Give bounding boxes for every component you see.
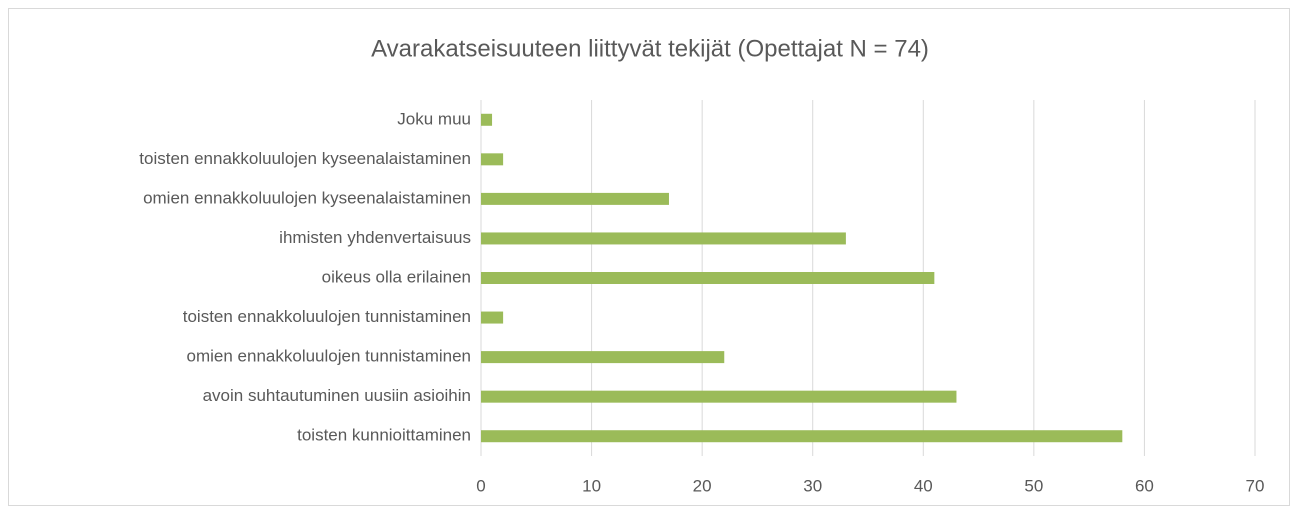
- y-tick-label: oikeus olla erilainen: [322, 267, 471, 286]
- bar: [481, 113, 493, 126]
- x-tick-label: 10: [582, 476, 601, 495]
- bar: [481, 351, 725, 364]
- bar: [481, 192, 669, 205]
- bar: [481, 311, 504, 324]
- chart-frame: [8, 8, 1290, 506]
- y-tick-label: omien ennakkoluulojen kyseenalaistaminen: [143, 188, 471, 207]
- x-tick-label: 30: [803, 476, 822, 495]
- bar: [481, 153, 504, 166]
- y-tick-label: Joku muu: [397, 109, 471, 128]
- x-tick-label: 60: [1135, 476, 1154, 495]
- x-tick-label: 0: [476, 476, 485, 495]
- y-tick-label: ihmisten yhdenvertaisuus: [279, 228, 471, 247]
- x-tick-label: 70: [1246, 476, 1265, 495]
- x-tick-label: 50: [1024, 476, 1043, 495]
- y-tick-label: omien ennakkoluulojen tunnistaminen: [187, 347, 471, 366]
- bar: [481, 430, 1123, 443]
- bar: [481, 272, 935, 284]
- x-tick-label: 20: [693, 476, 712, 495]
- chart-title: Avarakatseisuuteen liittyvät tekijät (Op…: [371, 35, 929, 62]
- y-tick-label: toisten kunnioittaminen: [297, 426, 471, 445]
- y-tick-label: toisten ennakkoluulojen kyseenalaistamin…: [139, 149, 471, 168]
- y-tick-label: toisten ennakkoluulojen tunnistaminen: [183, 307, 471, 326]
- bar: [481, 232, 846, 245]
- bar: [481, 390, 957, 403]
- y-tick-label: avoin suhtautuminen uusiin asioihin: [203, 386, 471, 405]
- x-tick-label: 40: [914, 476, 933, 495]
